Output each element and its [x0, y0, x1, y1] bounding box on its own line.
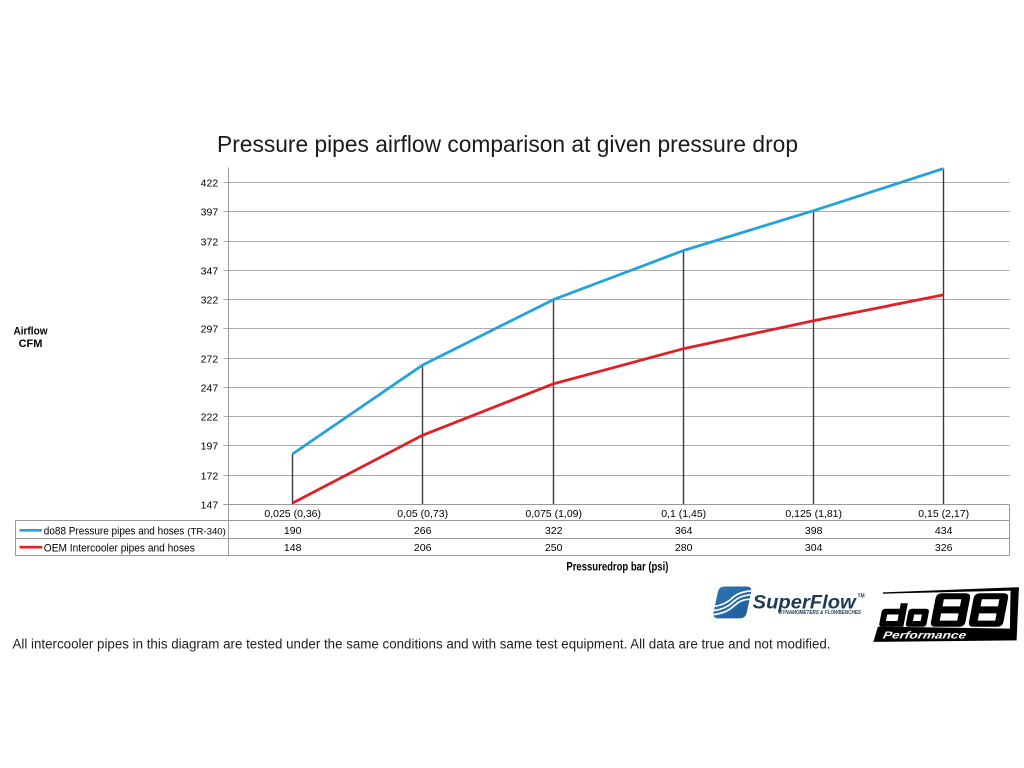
svg-text:322: 322: [545, 525, 563, 537]
svg-text:0,05 (0,73): 0,05 (0,73): [397, 508, 448, 520]
svg-text:(TR-340): (TR-340): [187, 527, 226, 538]
svg-text:OEM Intercooler pipes and hose: OEM Intercooler pipes and hoses: [44, 542, 195, 554]
svg-text:DYNAMOMETERS & FLOWBENCHES: DYNAMOMETERS & FLOWBENCHES: [779, 610, 861, 616]
svg-text:0,1 (1,45): 0,1 (1,45): [661, 508, 706, 520]
svg-text:Pressure pipes airflow compari: Pressure pipes airflow comparison at giv…: [217, 131, 798, 157]
svg-text:280: 280: [675, 542, 693, 554]
svg-text:Pressuredrop bar (psi): Pressuredrop bar (psi): [566, 559, 668, 573]
svg-text:347: 347: [201, 265, 219, 277]
svg-text:Airflow: Airflow: [14, 326, 48, 338]
svg-text:All intercooler pipes in this: All intercooler pipes in this diagram ar…: [13, 636, 831, 651]
svg-text:304: 304: [805, 542, 823, 554]
svg-text:172: 172: [201, 470, 219, 482]
svg-text:0,025 (0,36): 0,025 (0,36): [264, 508, 321, 520]
svg-text:148: 148: [284, 542, 302, 554]
svg-text:147: 147: [201, 499, 219, 511]
svg-text:322: 322: [201, 294, 219, 306]
svg-text:206: 206: [414, 542, 432, 554]
svg-text:266: 266: [414, 525, 432, 537]
svg-text:272: 272: [201, 353, 219, 365]
svg-text:222: 222: [201, 411, 219, 423]
svg-text:297: 297: [201, 323, 219, 335]
svg-text:398: 398: [805, 525, 823, 537]
svg-text:250: 250: [545, 542, 563, 554]
svg-text:do88 Pressure pipes and hoses: do88 Pressure pipes and hoses: [44, 526, 185, 538]
svg-text:422: 422: [201, 177, 219, 189]
svg-text:190: 190: [284, 525, 302, 537]
svg-text:372: 372: [201, 236, 219, 248]
svg-text:SuperFlow: SuperFlow: [753, 591, 858, 613]
svg-text:Performance: Performance: [882, 631, 967, 642]
svg-text:397: 397: [201, 206, 219, 218]
svg-text:CFM: CFM: [19, 338, 43, 350]
svg-text:0,125 (1,81): 0,125 (1,81): [785, 508, 842, 520]
svg-text:326: 326: [935, 542, 953, 554]
svg-text:0,15 (2,17): 0,15 (2,17): [918, 508, 969, 520]
svg-text:0,075 (1,09): 0,075 (1,09): [525, 508, 582, 520]
svg-text:197: 197: [201, 440, 219, 452]
svg-text:TM: TM: [858, 594, 865, 600]
svg-text:434: 434: [935, 525, 953, 537]
svg-text:364: 364: [675, 525, 693, 537]
svg-text:247: 247: [201, 382, 219, 394]
